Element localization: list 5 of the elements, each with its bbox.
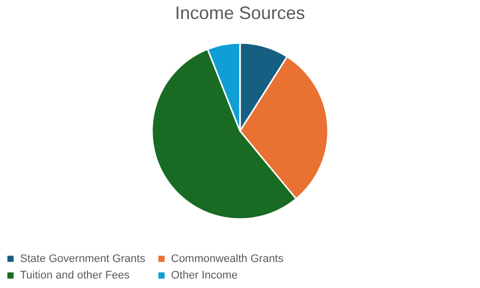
legend-label: State Government Grants [20, 252, 146, 265]
legend-label: Other Income [171, 270, 238, 282]
legend-label: Commonwealth Grants [171, 252, 284, 265]
legend-label: Tuition and other Fees [20, 270, 130, 282]
chart-title: Income Sources [174, 3, 306, 23]
